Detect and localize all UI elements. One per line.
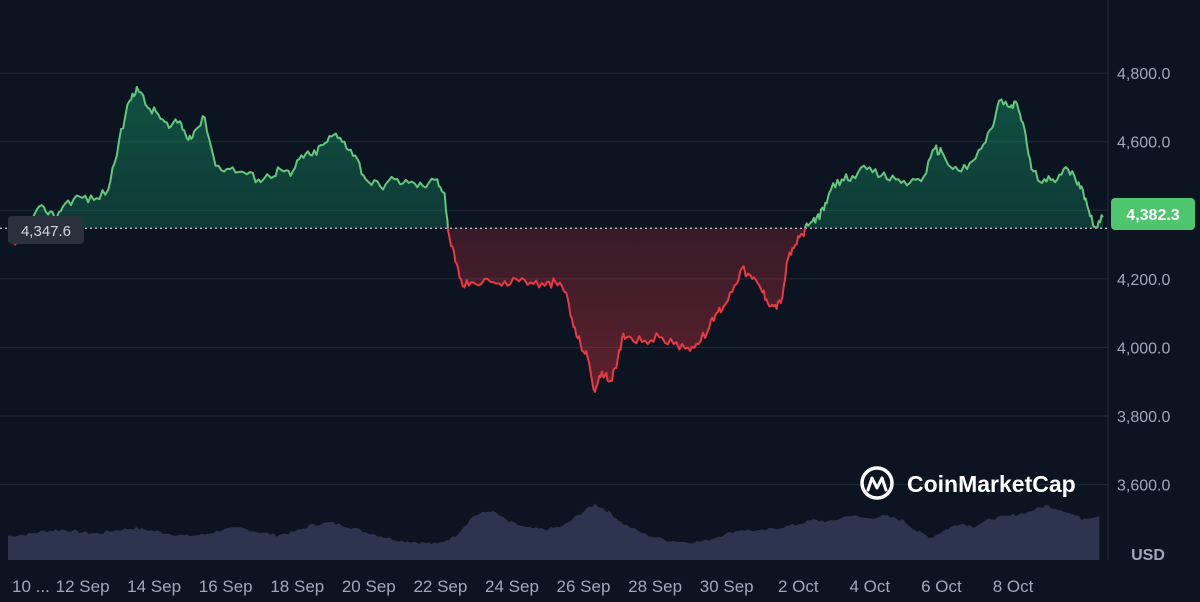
x-tick-label: 2 Oct (778, 577, 819, 596)
y-tick-label: 4,000.0 (1117, 340, 1170, 357)
x-tick-label: 16 Sep (199, 577, 253, 596)
y-axis-ticks: 3,600.0 3,800.0 4,000.0 4,200.0 4,600.0 4,800… (1117, 66, 1170, 495)
x-tick-label: 28 Sep (628, 577, 682, 596)
x-tick-label: 10 ... (12, 577, 50, 596)
x-tick-label: 12 Sep (56, 577, 110, 596)
price-area-down (8, 228, 806, 392)
price-line[interactable] (7, 85, 1104, 393)
last-price-badge-bg (1111, 198, 1195, 230)
coinmarketcap-logo-icon (860, 466, 894, 500)
x-tick-label: 6 Oct (921, 577, 962, 596)
volume-bars (8, 503, 1100, 560)
x-tick-label: 8 Oct (993, 577, 1034, 596)
start-price-label: 4,347.6 (21, 223, 71, 240)
x-tick-label: 26 Sep (557, 577, 611, 596)
x-axis-ticks: 10 ... 12 Sep 14 Sep 16 Sep 18 Sep 20 Sep 22 S… (12, 577, 1034, 596)
x-tick-label: 4 Oct (849, 577, 890, 596)
y-tick-label: 3,800.0 (1117, 409, 1170, 426)
price-area-up (8, 86, 1103, 229)
y-tick-label: 4,200.0 (1117, 272, 1170, 289)
start-price-badge-bg (8, 216, 84, 244)
last-price-label: 4,382.3 (1126, 207, 1179, 224)
price-line-up[interactable] (8, 85, 1104, 392)
currency-label: USD (1131, 547, 1165, 564)
x-tick-label: 18 Sep (270, 577, 324, 596)
last-price-badge: 4,382.3 (1111, 198, 1195, 230)
price-area (8, 86, 1103, 392)
x-tick-label: 30 Sep (700, 577, 754, 596)
volume-area (8, 503, 1100, 560)
x-tick-label: 22 Sep (413, 577, 467, 596)
x-tick-label: 24 Sep (485, 577, 539, 596)
watermark-text: CoinMarketCap (907, 471, 1076, 497)
price-line-down[interactable] (7, 87, 1103, 393)
y-tick-label: 3,600.0 (1117, 478, 1170, 495)
y-tick-label: 4,800.0 (1117, 66, 1170, 83)
x-tick-label: 20 Sep (342, 577, 396, 596)
start-price-badge: 4,347.6 (8, 216, 84, 244)
y-tick-label: 4,600.0 (1117, 135, 1170, 152)
x-tick-label: 14 Sep (127, 577, 181, 596)
coinmarketcap-watermark: CoinMarketCap (860, 466, 1076, 500)
